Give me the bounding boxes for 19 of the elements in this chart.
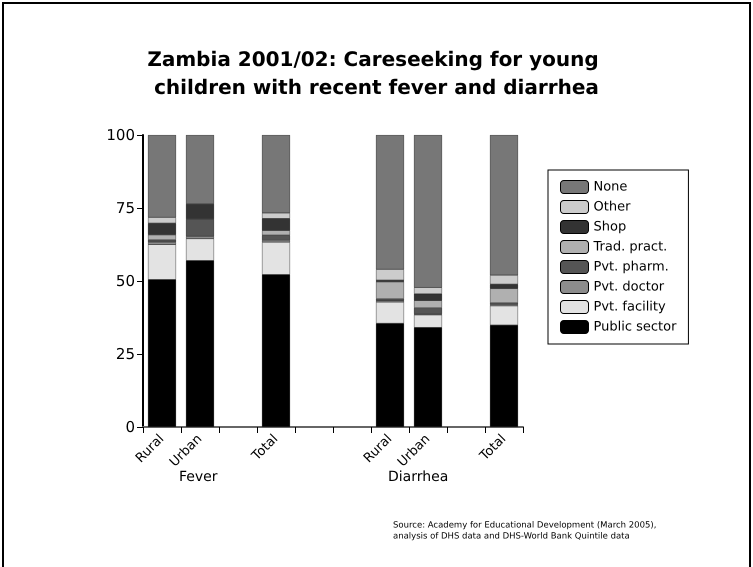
legend-label: Shop	[594, 220, 626, 234]
bar	[490, 288, 518, 303]
y-tick-label: 50	[116, 272, 135, 290]
y-tick-label: 25	[116, 345, 135, 363]
legend-label: Pvt. pharm.	[594, 260, 669, 274]
text: Fever	[179, 469, 218, 485]
text: Diarrhea	[388, 469, 448, 485]
legend-label: Public sector	[594, 320, 678, 334]
y-tick-label: 75	[116, 199, 135, 217]
legend-label: Trad. pract.	[592, 240, 668, 254]
y-tick-label: 0	[125, 418, 135, 436]
bar	[376, 282, 404, 299]
legend-label: None	[594, 180, 628, 194]
legend-label: Pvt. doctor	[594, 280, 665, 294]
chart-title: Zambia 2001/02: Careseeking for young children with recent fever and diarrhea	[147, 47, 606, 99]
legend-label: Pvt. facility	[594, 300, 666, 314]
y-tick-label: 100	[106, 126, 135, 144]
legend-label: Other	[594, 200, 632, 214]
source-note: Source: Academy for Educational Development (March 2005), analysis of DHS data and DHS-World Bank Quintile data	[393, 520, 656, 542]
